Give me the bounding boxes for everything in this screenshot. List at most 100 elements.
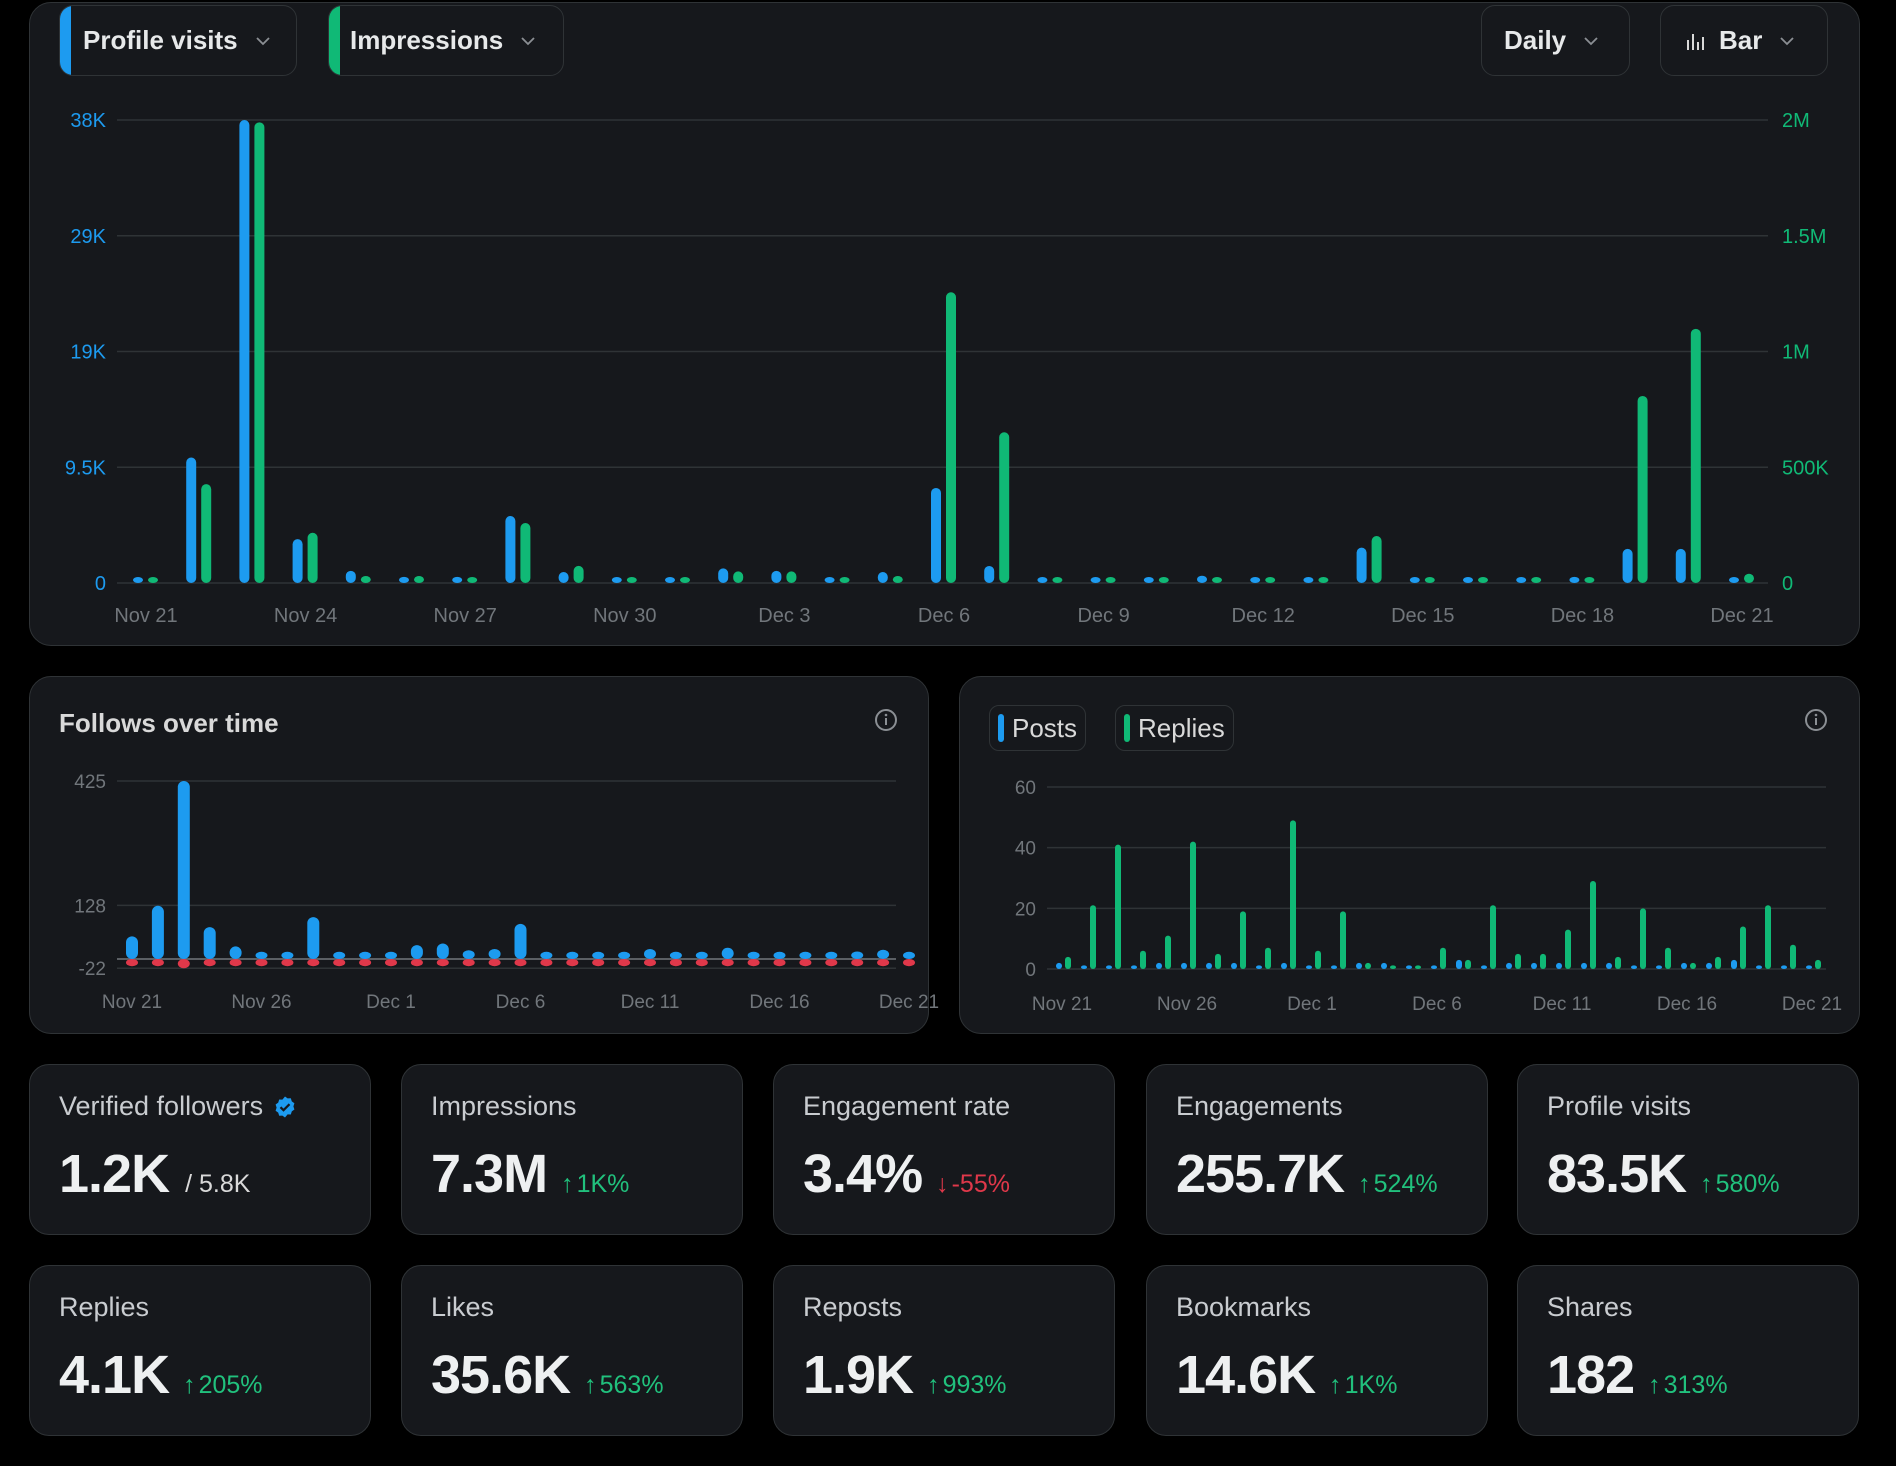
bar-replies bbox=[1315, 950, 1321, 969]
y-right-tick-label: 0 bbox=[1782, 573, 1793, 595]
stat-card[interactable]: Impressions 7.3M ↑ 1K% bbox=[401, 1064, 743, 1235]
bar-posts bbox=[1731, 959, 1737, 969]
bar-impressions bbox=[467, 577, 478, 583]
bar-posts bbox=[1356, 962, 1362, 969]
bar-replies bbox=[1490, 905, 1496, 969]
bar-posts bbox=[1631, 965, 1637, 969]
stat-card[interactable]: Likes 35.6K ↑ 563% bbox=[401, 1265, 743, 1436]
bar-posts bbox=[1756, 965, 1762, 969]
x-tick-label: Dec 9 bbox=[1077, 605, 1129, 627]
info-icon[interactable] bbox=[874, 708, 898, 732]
right-metric-dropdown[interactable]: Impressions bbox=[328, 5, 564, 76]
arrow-up-icon: ↑ bbox=[561, 1170, 574, 1198]
x-tick-label: Dec 12 bbox=[1232, 605, 1295, 627]
bar-follows bbox=[773, 951, 786, 959]
bar-profile-visits bbox=[1516, 577, 1527, 583]
bar-posts bbox=[1531, 962, 1537, 969]
bar-replies bbox=[1390, 965, 1396, 969]
bar-unfollows bbox=[229, 959, 242, 967]
interval-dropdown[interactable]: Daily bbox=[1481, 5, 1630, 76]
bar-profile-visits bbox=[665, 577, 675, 583]
chevron-down-icon bbox=[521, 36, 535, 45]
follows-bar-chart: -22 128 425 Nov 21 Nov 26 Dec 1 Dec 6 Dec 11 Dec… bbox=[74, 772, 939, 1013]
bar-unfollows bbox=[385, 959, 397, 967]
bar-unfollows bbox=[488, 959, 501, 967]
bar-follows bbox=[359, 951, 372, 959]
bar-follows bbox=[669, 951, 682, 959]
stat-card-label: Engagements bbox=[1176, 1091, 1343, 1122]
bar-replies bbox=[1190, 841, 1196, 969]
bar-replies bbox=[1115, 844, 1121, 969]
bar-profile-visits bbox=[1569, 576, 1580, 583]
x-tick-label: Dec 1 bbox=[366, 992, 416, 1013]
bar-profile-visits bbox=[877, 572, 888, 583]
x-tick-label: Nov 21 bbox=[1032, 994, 1092, 1015]
stat-card-value: 255.7K bbox=[1176, 1144, 1345, 1204]
x-tick-label: Dec 6 bbox=[496, 992, 546, 1013]
legend-replies[interactable]: Replies bbox=[1115, 705, 1234, 751]
stat-card[interactable]: Engagement rate 3.4% ↓ -55% bbox=[773, 1064, 1115, 1235]
y-left-tick-label: 29K bbox=[70, 226, 106, 248]
bar-impressions bbox=[733, 571, 744, 583]
left-metric-dropdown[interactable]: Profile visits bbox=[59, 5, 297, 76]
stat-card[interactable]: Engagements 255.7K ↑ 524% bbox=[1146, 1064, 1488, 1235]
bar-replies bbox=[1090, 905, 1096, 969]
stat-card-value-row: 1.9K ↑ 993% bbox=[803, 1344, 1007, 1406]
bar-profile-visits bbox=[399, 576, 409, 583]
bar-follows bbox=[903, 951, 915, 959]
stat-card[interactable]: Reposts 1.9K ↑ 993% bbox=[773, 1265, 1115, 1436]
bar-follows bbox=[255, 951, 268, 959]
stat-card-change-value: 993% bbox=[942, 1371, 1007, 1399]
stat-card-change-value: 313% bbox=[1663, 1371, 1728, 1399]
stat-card-change-value: 524% bbox=[1373, 1170, 1438, 1198]
y-left-tick-label: 9.5K bbox=[65, 457, 107, 479]
bar-follows bbox=[203, 927, 216, 959]
bar-profile-visits bbox=[1622, 548, 1633, 583]
bar-unfollows bbox=[825, 959, 838, 967]
x-tick-label: Nov 21 bbox=[102, 992, 162, 1013]
bar-replies bbox=[1690, 962, 1696, 969]
bar-follows bbox=[229, 946, 242, 959]
bar-profile-visits bbox=[186, 457, 197, 583]
stat-card-value-row: 4.1K ↑ 205% bbox=[59, 1344, 263, 1406]
interval-label: Daily bbox=[1504, 25, 1567, 55]
bar-replies bbox=[1565, 929, 1571, 969]
chart-type-dropdown[interactable]: Bar bbox=[1660, 5, 1828, 76]
bar-unfollows bbox=[281, 959, 294, 967]
stat-card[interactable]: Verified followers 1.2K / 5.8K bbox=[29, 1064, 371, 1235]
bar-impressions bbox=[946, 292, 956, 583]
bar-posts bbox=[1181, 962, 1187, 969]
x-tick-label: Dec 15 bbox=[1391, 605, 1454, 627]
stat-card-label: Shares bbox=[1547, 1292, 1633, 1323]
chevron-down-icon bbox=[255, 36, 270, 45]
bar-profile-visits bbox=[292, 539, 303, 583]
bar-profile-visits bbox=[1303, 577, 1314, 583]
bar-impressions bbox=[999, 432, 1010, 583]
stat-card-value: 14.6K bbox=[1176, 1345, 1316, 1405]
bar-profile-visits bbox=[239, 120, 250, 583]
stat-card[interactable]: Profile visits 83.5K ↑ 580% bbox=[1517, 1064, 1859, 1235]
x-tick-label: Nov 30 bbox=[593, 605, 656, 627]
bar-profile-visits bbox=[133, 577, 143, 583]
y-left-tick-label: 38K bbox=[70, 110, 106, 132]
y-right-tick-label: 1.5M bbox=[1782, 226, 1826, 248]
stat-card[interactable]: Bookmarks 14.6K ↑ 1K% bbox=[1146, 1265, 1488, 1436]
stat-card[interactable]: Shares 182 ↑ 313% bbox=[1517, 1265, 1859, 1436]
stat-card[interactable]: Replies 4.1K ↑ 205% bbox=[29, 1265, 371, 1436]
info-icon[interactable] bbox=[1804, 708, 1828, 732]
bar-follows bbox=[281, 951, 294, 959]
legend-posts[interactable]: Posts bbox=[989, 705, 1087, 751]
bar-follows bbox=[540, 951, 553, 959]
bar-impressions bbox=[1371, 536, 1382, 583]
stat-card-label-text: Bookmarks bbox=[1176, 1292, 1312, 1322]
stat-card-change: ↓ -55% bbox=[936, 1170, 1010, 1199]
bar-unfollows bbox=[255, 959, 268, 967]
stat-card-change-value: 205% bbox=[198, 1371, 263, 1399]
bar-impressions bbox=[1424, 577, 1435, 583]
legend-replies-label: Replies bbox=[1138, 712, 1225, 743]
bar-replies bbox=[1640, 908, 1646, 969]
posts-replies-panel bbox=[959, 676, 1860, 1034]
bar-impressions bbox=[1637, 395, 1648, 583]
bar-profile-visits bbox=[1250, 577, 1261, 583]
bar-follows bbox=[333, 951, 346, 959]
